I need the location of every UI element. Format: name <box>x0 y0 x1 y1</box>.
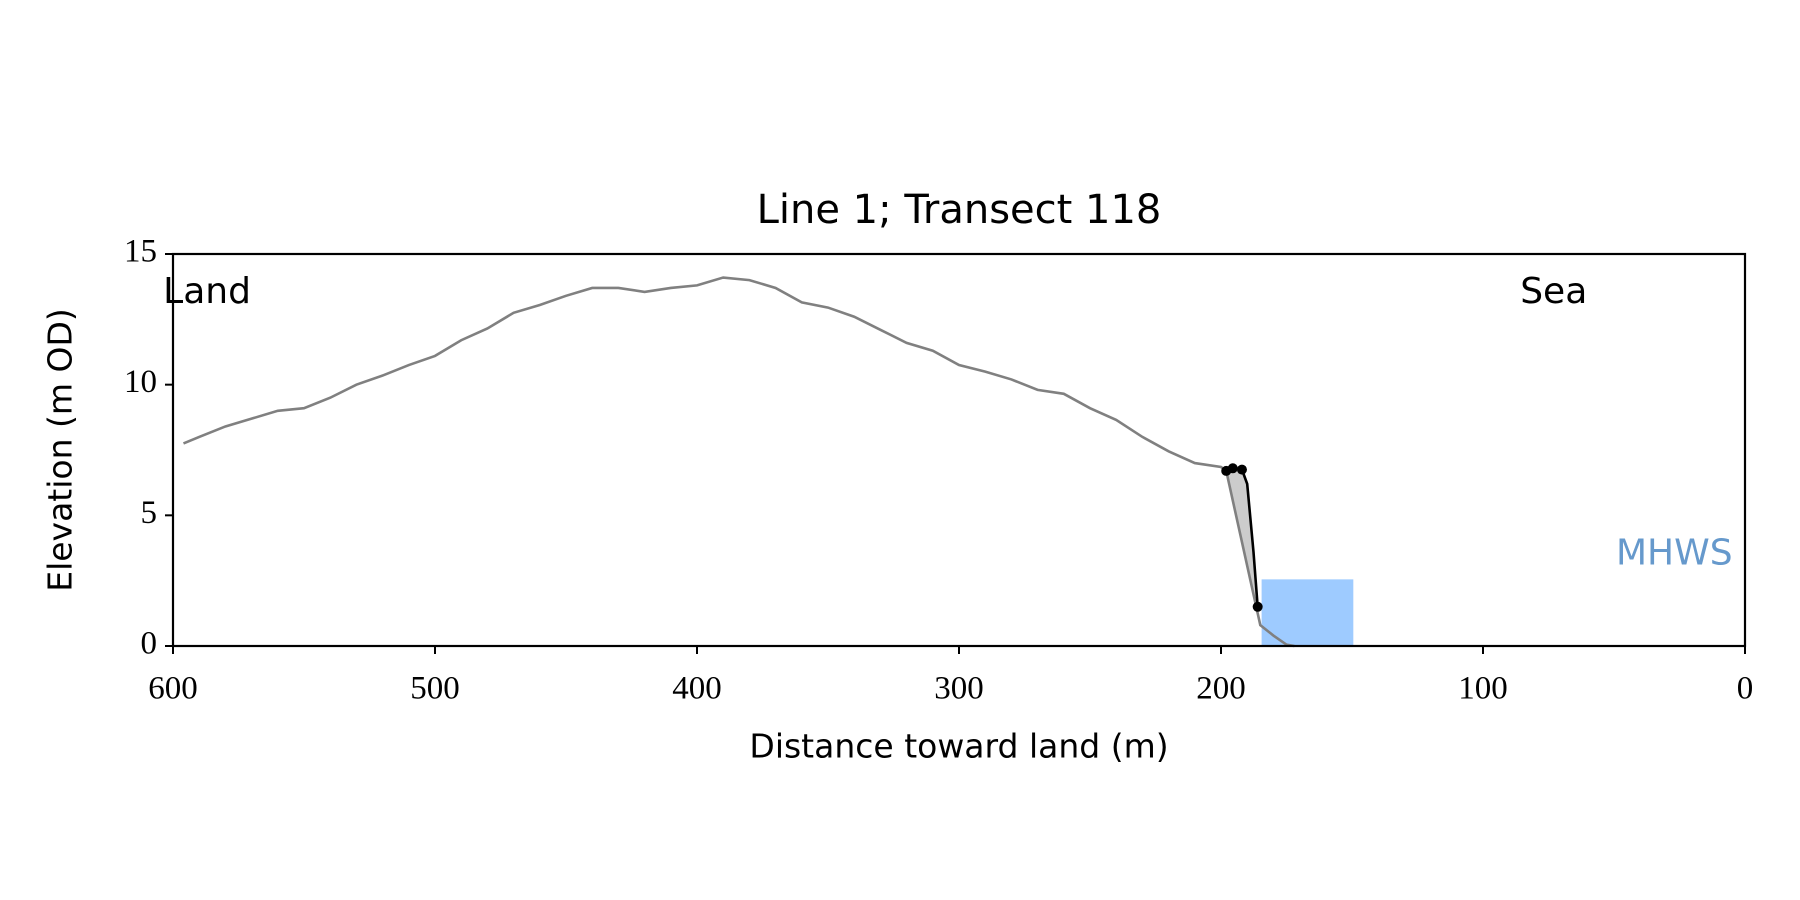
annotation: Land <box>163 271 251 312</box>
annotation: Sea <box>1520 271 1587 312</box>
plot-frame <box>171 252 1747 648</box>
x-tick-label: 600 <box>148 671 198 707</box>
point <box>1227 463 1238 474</box>
y-axis-label: Elevation (m OD) <box>41 308 80 592</box>
x-tick-label: 0 <box>1737 671 1754 707</box>
x-tick-label: 100 <box>1458 671 1508 707</box>
y-tick-label: 0 <box>141 626 158 662</box>
point <box>1252 601 1263 612</box>
x-tick-label: 200 <box>1196 671 1246 707</box>
profile-line <box>182 276 1295 648</box>
x-tick-label: 300 <box>934 671 984 707</box>
y-tick-label: 5 <box>141 495 158 531</box>
point <box>1236 464 1247 475</box>
y-tick-label: 15 <box>124 234 157 270</box>
annotation: MHWS <box>1616 533 1733 574</box>
x-axis-label: Distance toward land (m) <box>749 727 1168 766</box>
chart-title: Line 1; Transect 118 <box>757 187 1162 233</box>
x-tick-label: 400 <box>672 671 722 707</box>
mhws-band <box>1261 579 1354 646</box>
y-tick-label: 10 <box>124 364 157 400</box>
x-tick-label: 500 <box>410 671 460 707</box>
